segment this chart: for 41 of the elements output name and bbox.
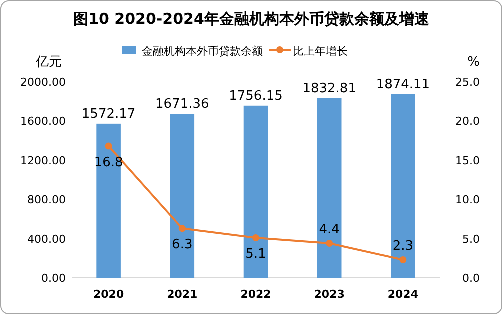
data-label: 4.4 <box>319 222 340 238</box>
bar <box>96 124 121 278</box>
data-label: 1671.36 <box>156 97 210 112</box>
x-tick-label: 2023 <box>314 288 345 301</box>
x-tick-label: 2022 <box>240 288 272 301</box>
y2-tick-label: 25.0 <box>456 76 480 89</box>
y-tick-label: 800.00 <box>28 194 66 207</box>
y-axis-title: 亿元 <box>35 55 62 70</box>
y-tick-label: 2000.00 <box>20 76 66 89</box>
point <box>252 234 260 242</box>
bar <box>317 98 342 278</box>
point <box>326 240 334 248</box>
point <box>105 142 112 150</box>
legend-label: 金融机构本外币贷款余额 <box>142 45 263 58</box>
data-label: 1756.15 <box>229 88 283 104</box>
y2-tick-label: 10.0 <box>456 194 480 207</box>
y2-tick-label: 5.0 <box>462 232 480 246</box>
y2-tick-label: 20.0 <box>456 115 480 128</box>
data-label: 5.1 <box>246 247 266 262</box>
y2-tick-label: 15.0 <box>456 154 480 168</box>
y2-axis-title: % <box>468 55 480 70</box>
data-label: 1572.17 <box>82 106 136 122</box>
y2-tick-label: 0.0 <box>462 272 480 285</box>
chart-title: 图10 2020-2024年金融机构本外币贷款余额及增速 <box>74 10 430 28</box>
data-label: 2.3 <box>392 238 414 254</box>
x-tick-label: 2021 <box>167 288 198 301</box>
data-label: 1832.81 <box>302 81 356 96</box>
y-tick-label: 1200.00 <box>20 154 66 168</box>
data-label: 6.3 <box>172 238 193 253</box>
bar <box>170 114 195 278</box>
bar <box>391 94 416 278</box>
y-tick-label: 0.00 <box>42 272 66 285</box>
bar <box>244 106 268 278</box>
data-label: 1874.11 <box>376 77 430 92</box>
y-tick-label: 400.00 <box>28 232 66 246</box>
x-tick-label: 2020 <box>93 288 124 301</box>
y-tick-label: 1600.00 <box>20 115 66 128</box>
x-tick-label: 2024 <box>388 288 419 301</box>
legend-label: 比上年增长 <box>293 45 348 58</box>
point <box>400 256 407 264</box>
point <box>178 225 186 232</box>
